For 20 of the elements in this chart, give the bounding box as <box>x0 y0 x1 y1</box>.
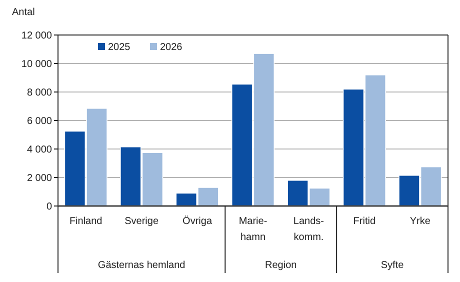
y-tick-label: 6 000 <box>26 116 52 127</box>
text: Syfte <box>380 260 404 271</box>
y-tick-label: 10 000 <box>21 59 52 70</box>
legend-label: 2025 <box>108 42 131 53</box>
text: Gästernas hemland <box>98 260 186 271</box>
x-tick-label: Yrke <box>410 216 431 227</box>
x-tick-label: Övriga <box>182 215 212 227</box>
y-tick-label: 4 000 <box>26 144 52 156</box>
y-tick-label: 0 <box>46 202 52 212</box>
y-tick-label: 2 000 <box>26 173 52 184</box>
y-tick-label: 8 000 <box>26 88 52 98</box>
x-tick-label: Finland <box>69 216 102 227</box>
x-tick-label: Lands- komm. <box>293 216 324 243</box>
y-axis-title: Antal <box>12 7 35 18</box>
y-tick-label: 12 000 <box>21 30 52 42</box>
text: Region <box>265 260 297 271</box>
x-tick-label: Marie- hamn <box>238 216 268 243</box>
legend-label: 2026 <box>160 42 183 53</box>
x-tick-label: Fritid <box>353 216 376 227</box>
x-tick-label: Sverige <box>124 216 159 227</box>
